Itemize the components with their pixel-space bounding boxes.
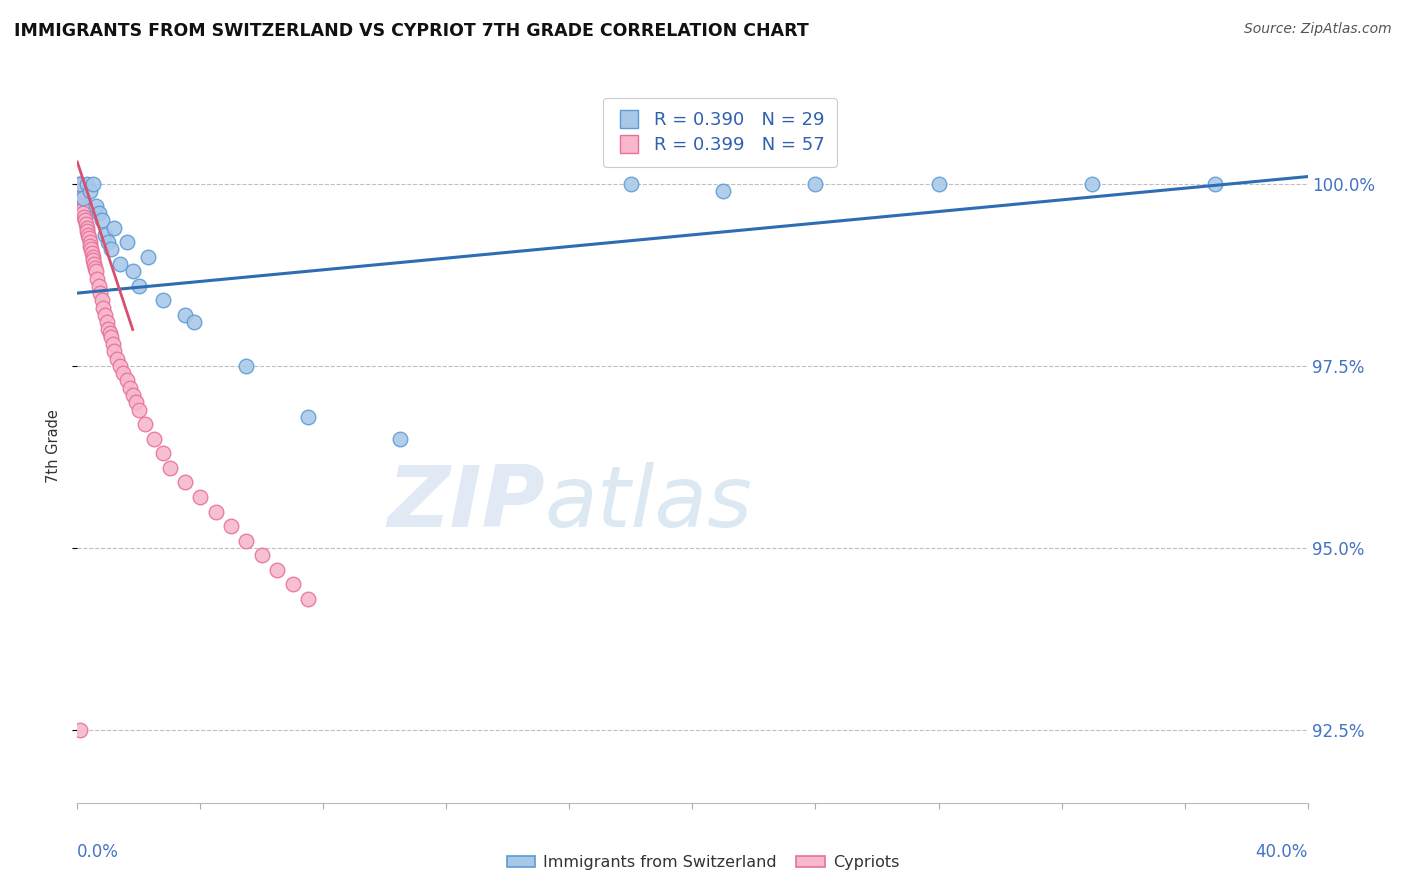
Point [70, 199, 93, 213]
Point [134, 417, 156, 432]
Point [1081, 177, 1104, 191]
Point [1204, 177, 1226, 191]
Point [87, 278, 110, 293]
Point [121, 388, 143, 402]
Point [79, 239, 101, 253]
Point [79, 235, 101, 249]
Legend: R = 0.390   N = 29, R = 0.399   N = 57: R = 0.390 N = 29, R = 0.399 N = 57 [603, 98, 837, 167]
Point [928, 177, 950, 191]
Point [204, 504, 226, 518]
Point [90, 293, 114, 308]
Point [152, 293, 174, 308]
Point [82, 253, 104, 268]
Point [72, 206, 94, 220]
Text: IMMIGRANTS FROM SWITZERLAND VS CYPRIOT 7TH GRADE CORRELATION CHART: IMMIGRANTS FROM SWITZERLAND VS CYPRIOT 7… [14, 22, 808, 40]
Point [125, 395, 148, 409]
Point [76, 224, 98, 238]
Point [69, 187, 91, 202]
Point [73, 213, 96, 227]
Point [83, 257, 105, 271]
Point [72, 191, 94, 205]
Point [110, 359, 132, 373]
Point [112, 366, 135, 380]
Point [115, 235, 138, 249]
Point [69, 184, 91, 198]
Point [67, 177, 90, 191]
Point [235, 359, 257, 373]
Point [96, 315, 118, 329]
Point [118, 381, 141, 395]
Point [94, 227, 117, 242]
Point [82, 177, 104, 191]
Point [620, 177, 643, 191]
Point [281, 577, 304, 591]
Point [190, 490, 212, 504]
Point [174, 308, 197, 322]
Point [105, 351, 128, 366]
Point [143, 432, 166, 446]
Point [84, 260, 107, 275]
Point [72, 202, 94, 217]
Point [69, 723, 91, 737]
Point [97, 235, 120, 249]
Point [97, 322, 120, 336]
Point [84, 264, 107, 278]
Text: Source: ZipAtlas.com: Source: ZipAtlas.com [1244, 22, 1392, 37]
Point [174, 475, 197, 490]
Point [297, 591, 319, 606]
Point [121, 264, 143, 278]
Point [86, 271, 108, 285]
Point [77, 231, 100, 245]
Point [75, 217, 97, 231]
Point [87, 206, 110, 220]
Point [101, 337, 124, 351]
Point [89, 286, 111, 301]
Text: ZIP: ZIP [387, 461, 546, 545]
Point [77, 227, 100, 242]
Point [183, 315, 205, 329]
Point [250, 548, 273, 562]
Point [84, 199, 107, 213]
Point [152, 446, 174, 460]
Point [69, 177, 91, 191]
Point [235, 533, 257, 548]
Point [79, 184, 101, 198]
Point [98, 326, 121, 340]
Point [219, 519, 242, 533]
Point [297, 409, 319, 424]
Y-axis label: 7th Grade: 7th Grade [45, 409, 60, 483]
Point [389, 432, 412, 446]
Point [82, 246, 104, 260]
Point [76, 220, 98, 235]
Point [103, 220, 125, 235]
Point [80, 243, 103, 257]
Point [76, 177, 98, 191]
Point [110, 257, 132, 271]
Point [128, 278, 150, 293]
Point [90, 213, 114, 227]
Point [70, 191, 93, 205]
Point [103, 344, 125, 359]
Point [115, 374, 138, 388]
Point [711, 184, 734, 198]
Point [100, 243, 122, 257]
Text: atlas: atlas [546, 461, 752, 545]
Point [159, 460, 181, 475]
Text: 0.0%: 0.0% [77, 843, 120, 861]
Point [82, 250, 104, 264]
Point [128, 402, 150, 417]
Point [100, 330, 122, 344]
Point [73, 210, 96, 224]
Legend: Immigrants from Switzerland, Cypriots: Immigrants from Switzerland, Cypriots [501, 849, 905, 877]
Text: 40.0%: 40.0% [1256, 843, 1308, 861]
Point [266, 563, 288, 577]
Point [93, 301, 115, 315]
Point [136, 250, 159, 264]
Point [94, 308, 117, 322]
Point [804, 177, 827, 191]
